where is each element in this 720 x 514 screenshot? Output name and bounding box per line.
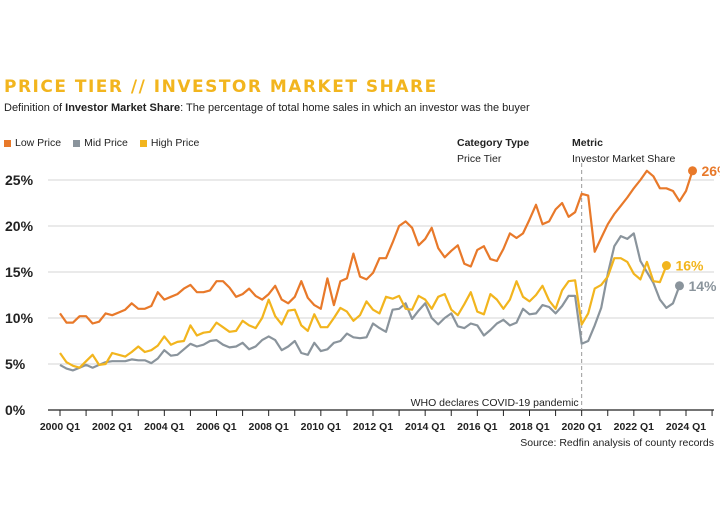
subtitle-prefix: Definition of [4, 102, 66, 114]
series-endpoint-mid [674, 281, 684, 291]
x-tick-label: 2024 Q1 [666, 421, 706, 433]
x-tick-label: 2016 Q1 [457, 421, 497, 433]
legend-label-high: High Price [150, 137, 200, 149]
x-tick-label: 2008 Q1 [249, 421, 289, 433]
x-tick-label: 2018 Q1 [509, 421, 549, 433]
line-chart: 0% 5% 10% 15% 20% 25% 2000 Q1 2002 Q1 2004 Q1 200… [5, 156, 720, 433]
x-tick-label: 2004 Q1 [144, 421, 184, 433]
y-tick-label: 0% [5, 402, 26, 418]
legend-swatch-high [139, 139, 147, 147]
category-type-label: Category Type [457, 137, 530, 149]
category-type-value: Price Tier [457, 153, 502, 165]
x-tick-label: 2010 Q1 [301, 421, 341, 433]
legend-label-mid: Mid Price [84, 137, 128, 149]
metric-value: Investor Market Share [572, 153, 676, 165]
legend-label-low: Low Price [15, 137, 62, 149]
series-line-high [59, 257, 668, 369]
x-tick-label: 2012 Q1 [353, 421, 393, 433]
series-end-label-high: 16% [675, 258, 704, 274]
x-tick-label: 2000 Q1 [40, 421, 80, 433]
x-tick-label: 2020 Q1 [562, 421, 602, 433]
source-note: Source: Redfin analysis of county record… [520, 437, 714, 449]
y-tick-label: 10% [5, 310, 34, 326]
x-tick-label: 2006 Q1 [196, 421, 236, 433]
chart-subtitle: Definition of Investor Market Share: The… [4, 102, 530, 114]
series-endpoint-high [661, 261, 671, 271]
legend: Low Price Mid Price High Price [4, 137, 199, 149]
legend-item-mid: Mid Price [73, 137, 128, 149]
legend-item-low: Low Price [4, 137, 61, 149]
x-tick-label: 2014 Q1 [405, 421, 445, 433]
y-tick-label: 15% [5, 264, 34, 280]
series-endpoint-low [688, 166, 698, 176]
covid-annotation: WHO declares COVID-19 pandemic [411, 397, 579, 409]
y-tick-label: 5% [5, 356, 26, 372]
y-tick-label: 20% [5, 218, 34, 234]
x-tick-label: 2002 Q1 [92, 421, 132, 433]
legend-swatch-low [4, 139, 11, 147]
series-end-label-low: 26% [702, 163, 720, 179]
chart-title: PRICE TIER // INVESTOR MARKET SHARE [4, 77, 438, 97]
y-tick-label: 25% [5, 172, 34, 188]
metric-label: Metric [572, 137, 603, 149]
series-end-label-mid: 14% [688, 278, 717, 294]
series-line-low [59, 169, 694, 325]
legend-swatch-mid [73, 139, 81, 147]
x-tick-label: 2022 Q1 [614, 421, 654, 433]
legend-item-high: High Price [139, 137, 200, 149]
subtitle-term: Investor Market Share [65, 102, 181, 114]
series-line-mid [59, 232, 681, 372]
subtitle-definition: : The percentage of total home sales in … [180, 102, 530, 114]
